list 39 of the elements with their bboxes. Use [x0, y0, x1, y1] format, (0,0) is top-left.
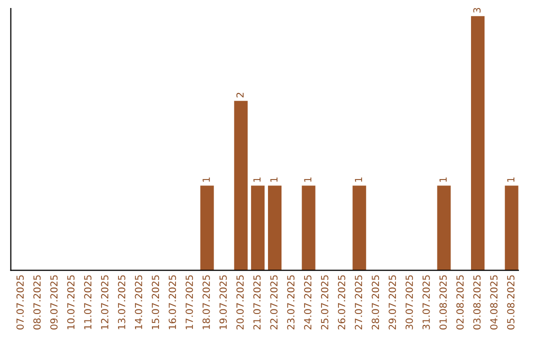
x-tick-label: 18.07.2025 [202, 275, 210, 330]
x-tick-label: 02.08.2025 [456, 275, 464, 330]
x-tick-label: 25.07.2025 [320, 275, 328, 330]
x-tick-label: 24.07.2025 [304, 275, 312, 330]
x-tick-label: 23.07.2025 [287, 275, 294, 330]
x-tick-label: 20.07.2025 [236, 275, 244, 330]
data-label: 1 [202, 178, 210, 182]
data-label: 2 [236, 92, 244, 98]
x-tick-label: 05.08.2025 [507, 275, 514, 330]
x-tick-label: 17.07.2025 [186, 275, 193, 330]
x-tick-label: 27.07.2025 [354, 275, 362, 330]
data-label: 1 [253, 178, 261, 182]
x-tick-label: 29.07.2025 [388, 275, 396, 330]
data-label: 1 [270, 178, 278, 182]
x-tick-label: 03.08.2025 [473, 275, 481, 330]
x-tick-label: 28.07.2025 [372, 275, 380, 330]
data-label: 1 [440, 178, 447, 182]
x-tick-label: 21.07.2025 [253, 275, 261, 330]
x-tick-label: 31.07.2025 [422, 275, 430, 330]
x-tick-label: 26.07.2025 [338, 275, 346, 330]
data-label: 1 [354, 178, 362, 182]
x-tick-label: 15.07.2025 [152, 275, 160, 330]
data-label: 1 [304, 178, 312, 182]
x-tick-label: 13.07.2025 [118, 275, 126, 330]
data-label: 3 [473, 8, 481, 13]
x-tick-label: 10.07.2025 [67, 275, 75, 330]
x-tick-label: 19.07.2025 [219, 275, 227, 330]
x-tick-label: 04.08.2025 [490, 275, 498, 330]
x-tick-label: 08.07.2025 [33, 275, 41, 330]
x-tick-label: 14.07.2025 [134, 275, 142, 330]
x-tick-label: 09.07.2025 [50, 275, 58, 330]
x-tick-label: 01.08.2025 [439, 275, 447, 330]
data-label: 1 [507, 178, 514, 182]
x-tick-label: 30.07.2025 [406, 275, 413, 330]
x-tick-label: 07.07.2025 [16, 275, 24, 330]
x-tick-label: 22.07.2025 [270, 275, 278, 330]
x-tick-label: 12.07.2025 [101, 275, 108, 330]
x-tick-label: 11.07.2025 [84, 275, 92, 330]
x-tick-label: 16.07.2025 [168, 275, 176, 330]
